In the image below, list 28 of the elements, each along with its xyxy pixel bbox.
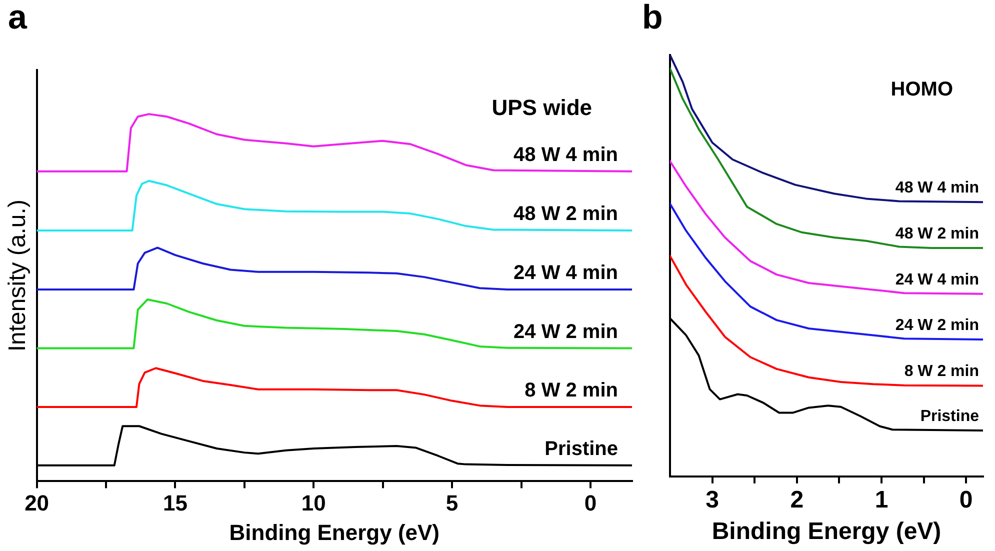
x-tick-label: 2 [790,486,804,514]
x-tick-label: 15 [162,490,188,516]
annotation: HOMO [890,78,953,101]
series-label: 24 W 2 min [514,320,618,343]
series-label: 24 W 2 min [895,316,979,334]
x-tick-label: 3 [706,486,719,514]
series-label: 24 W 4 min [895,271,979,288]
series-label: Pristine [544,438,618,460]
series-label: 24 W 4 min [514,262,618,284]
x-tick-label: 20 [24,490,50,516]
x-tick-label: 10 [301,490,326,516]
x-tick-label: 0 [584,490,597,516]
x-tick-label: 5 [446,490,458,516]
y-axis-title: Intensity (a.u.) [4,200,32,352]
series-label: Pristine [920,408,980,425]
annotation: UPS wide [492,95,592,120]
chart-title: b [642,0,663,36]
series-label: 48 W 4 min [895,179,979,196]
chart-title: a [8,0,28,36]
series-label: 8 W 2 min [904,363,979,380]
x-tick-label: 0 [959,486,973,514]
series-label: 8 W 2 min [524,380,618,402]
x-axis-title: Binding Energy (eV) [712,518,942,546]
series-label: 48 W 4 min [514,144,618,166]
series-label: 48 W 2 min [895,225,979,242]
series-label: 48 W 2 min [514,202,618,225]
x-tick-label: 1 [874,486,888,514]
x-axis-title: Binding Energy (eV) [229,520,440,545]
